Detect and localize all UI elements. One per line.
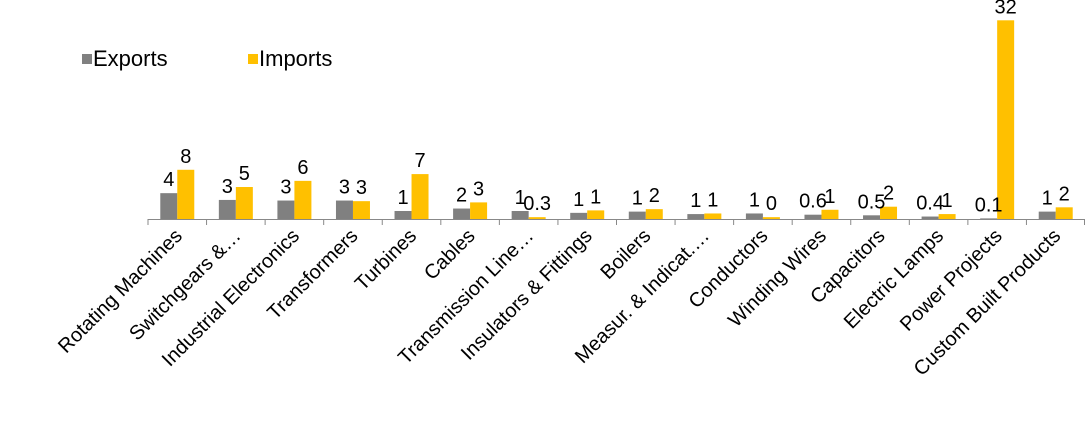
data-label-exports-switchgears: 3 bbox=[222, 176, 233, 198]
bar-exports-cables bbox=[453, 208, 471, 219]
data-label-imports-cables: 3 bbox=[473, 178, 484, 200]
x-tick-label-boilers: Boilers bbox=[597, 225, 656, 284]
bar-imports-capacitors bbox=[880, 206, 898, 219]
data-label-exports-insulators-fittings: 1 bbox=[573, 189, 584, 211]
bar-exports-rotating-machines bbox=[160, 193, 178, 219]
data-label-exports-boilers: 1 bbox=[632, 188, 643, 210]
bar-imports-insulators-fittings bbox=[587, 210, 605, 219]
x-axis bbox=[147, 219, 1085, 225]
data-label-exports-rotating-machines: 4 bbox=[163, 169, 174, 191]
data-label-imports-switchgears: 5 bbox=[239, 163, 250, 185]
data-label-imports-conductors: 0 bbox=[766, 193, 777, 215]
data-label-exports-conductors: 1 bbox=[749, 189, 760, 211]
data-label-imports-rotating-machines: 8 bbox=[180, 146, 191, 168]
bar-exports-industrial-electronics bbox=[277, 200, 295, 219]
bar-imports-boilers bbox=[645, 209, 663, 219]
bar-imports-measur-indicat bbox=[704, 213, 722, 219]
data-label-exports-industrial-electronics: 3 bbox=[280, 177, 291, 199]
bar-exports-conductors bbox=[745, 213, 763, 219]
bar-exports-transformers bbox=[335, 200, 353, 219]
legend: Exports Imports bbox=[82, 46, 332, 71]
bar-imports-winding-wires bbox=[821, 209, 839, 219]
bar-imports-industrial-electronics bbox=[294, 180, 312, 219]
data-label-exports-measur-indicat: 1 bbox=[690, 190, 701, 212]
bar-imports-transmission-line bbox=[528, 217, 546, 219]
bar-imports-custom-built-products bbox=[1055, 207, 1073, 219]
x-tick-label-electric-lamps: Electric Lamps bbox=[840, 225, 948, 333]
bar-exports-power-projects bbox=[980, 218, 998, 219]
bar-exports-electric-lamps bbox=[921, 216, 939, 219]
bar-imports-electric-lamps bbox=[938, 214, 956, 219]
bar-exports-capacitors bbox=[863, 215, 881, 219]
x-tick-label-power-projects: Power Projects bbox=[896, 225, 1007, 336]
data-label-imports-custom-built-products: 2 bbox=[1059, 183, 1070, 205]
data-label-imports-turbines: 7 bbox=[414, 150, 425, 172]
bar-exports-custom-built-products bbox=[1038, 211, 1056, 219]
bar-imports-rotating-machines bbox=[177, 169, 195, 219]
bar-exports-winding-wires bbox=[804, 214, 822, 219]
legend-label-exports: Exports bbox=[93, 46, 168, 71]
data-label-imports-capacitors: 2 bbox=[883, 183, 894, 205]
data-label-imports-transformers: 3 bbox=[356, 177, 367, 199]
data-label-imports-insulators-fittings: 1 bbox=[590, 186, 601, 208]
bar-exports-turbines bbox=[394, 211, 412, 219]
bar-imports-switchgears bbox=[235, 187, 253, 219]
bar-exports-measur-indicat bbox=[687, 214, 705, 219]
data-label-imports-measur-indicat: 1 bbox=[707, 189, 718, 211]
data-label-imports-power-projects: 32 bbox=[995, 0, 1017, 18]
data-label-exports-cables: 2 bbox=[456, 185, 467, 207]
bar-exports-boilers bbox=[628, 211, 646, 219]
data-label-exports-capacitors: 0.5 bbox=[858, 191, 886, 213]
data-label-exports-power-projects: 0.1 bbox=[975, 194, 1003, 216]
data-label-exports-winding-wires: 0.6 bbox=[799, 191, 827, 213]
data-label-exports-transmission-line: 1 bbox=[515, 187, 526, 209]
bar-imports-turbines bbox=[411, 174, 429, 219]
data-label-exports-electric-lamps: 0.4 bbox=[916, 193, 944, 215]
bar-imports-conductors bbox=[762, 217, 780, 219]
data-label-exports-transformers: 3 bbox=[339, 177, 350, 199]
data-label-exports-custom-built-products: 1 bbox=[1042, 188, 1053, 210]
bar-exports-transmission-line bbox=[511, 211, 529, 219]
data-label-exports-turbines: 1 bbox=[397, 187, 408, 209]
bar-imports-power-projects bbox=[997, 20, 1015, 219]
bar-exports-switchgears bbox=[218, 199, 236, 219]
data-label-imports-electric-lamps: 1 bbox=[942, 190, 953, 212]
data-label-imports-winding-wires: 1 bbox=[824, 186, 835, 208]
data-label-imports-transmission-line: 0.3 bbox=[523, 193, 551, 215]
bar-imports-cables bbox=[470, 202, 488, 219]
legend-swatch-imports bbox=[248, 54, 258, 64]
legend-swatch-exports bbox=[82, 54, 92, 64]
x-tick-label-turbines: Turbines bbox=[351, 225, 421, 295]
bars-group bbox=[160, 20, 1073, 219]
legend-label-imports: Imports bbox=[259, 46, 332, 71]
data-label-imports-boilers: 2 bbox=[649, 185, 660, 207]
bar-exports-insulators-fittings bbox=[570, 212, 588, 219]
bar-imports-transformers bbox=[352, 201, 370, 219]
data-label-imports-industrial-electronics: 6 bbox=[297, 157, 308, 179]
